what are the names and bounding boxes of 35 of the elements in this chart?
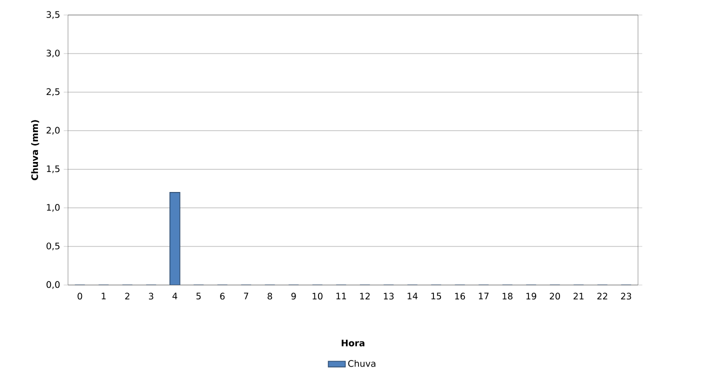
x-tick-label: 20 bbox=[550, 292, 560, 300]
x-tick-label: 21 bbox=[574, 292, 584, 300]
x-tick-label: 4 bbox=[172, 292, 178, 300]
x-tick-label: 0 bbox=[78, 292, 82, 300]
x-tick-label: 18 bbox=[502, 292, 512, 300]
x-tick-label: 7 bbox=[244, 292, 248, 300]
x-tick-label: 16 bbox=[455, 292, 466, 300]
x-tick-label: 17 bbox=[478, 292, 489, 300]
x-tick-label: 5 bbox=[196, 292, 201, 300]
y-tick-label: 1,0 bbox=[46, 204, 60, 212]
x-tick-label: 12 bbox=[360, 292, 370, 300]
y-tick-label: 3,0 bbox=[46, 50, 60, 58]
x-tick-label: 1 bbox=[102, 292, 106, 300]
legend-label: Chuva bbox=[348, 360, 376, 367]
x-tick-label: 13 bbox=[384, 292, 394, 300]
x-tick-label: 15 bbox=[431, 292, 442, 300]
x-tick-label: 23 bbox=[621, 292, 632, 300]
y-axis-title: Chuva (mm) bbox=[31, 120, 40, 180]
x-tick-label: 9 bbox=[291, 292, 296, 300]
y-tick-label: 2,0 bbox=[46, 126, 60, 135]
x-tick-label: 3 bbox=[148, 292, 154, 300]
x-tick-label: 10 bbox=[312, 292, 322, 300]
x-tick-label: 8 bbox=[268, 292, 272, 300]
x-tick-label: 22 bbox=[597, 292, 608, 300]
y-tick-label: 1,5 bbox=[46, 166, 60, 174]
x-tick-label: 14 bbox=[408, 292, 418, 300]
y-tick-label: 0,0 bbox=[46, 281, 60, 289]
x-tick-label: 11 bbox=[336, 292, 346, 300]
x-tick-label: 6 bbox=[220, 292, 225, 300]
y-tick-label: 2,5 bbox=[46, 88, 60, 96]
x-tick-label: 19 bbox=[526, 292, 536, 300]
x-tick-label: 2 bbox=[125, 292, 130, 300]
y-tick-label: 3,5 bbox=[46, 11, 60, 19]
x-axis-title: Hora bbox=[342, 340, 364, 346]
y-tick-label: 0,5 bbox=[46, 242, 60, 250]
